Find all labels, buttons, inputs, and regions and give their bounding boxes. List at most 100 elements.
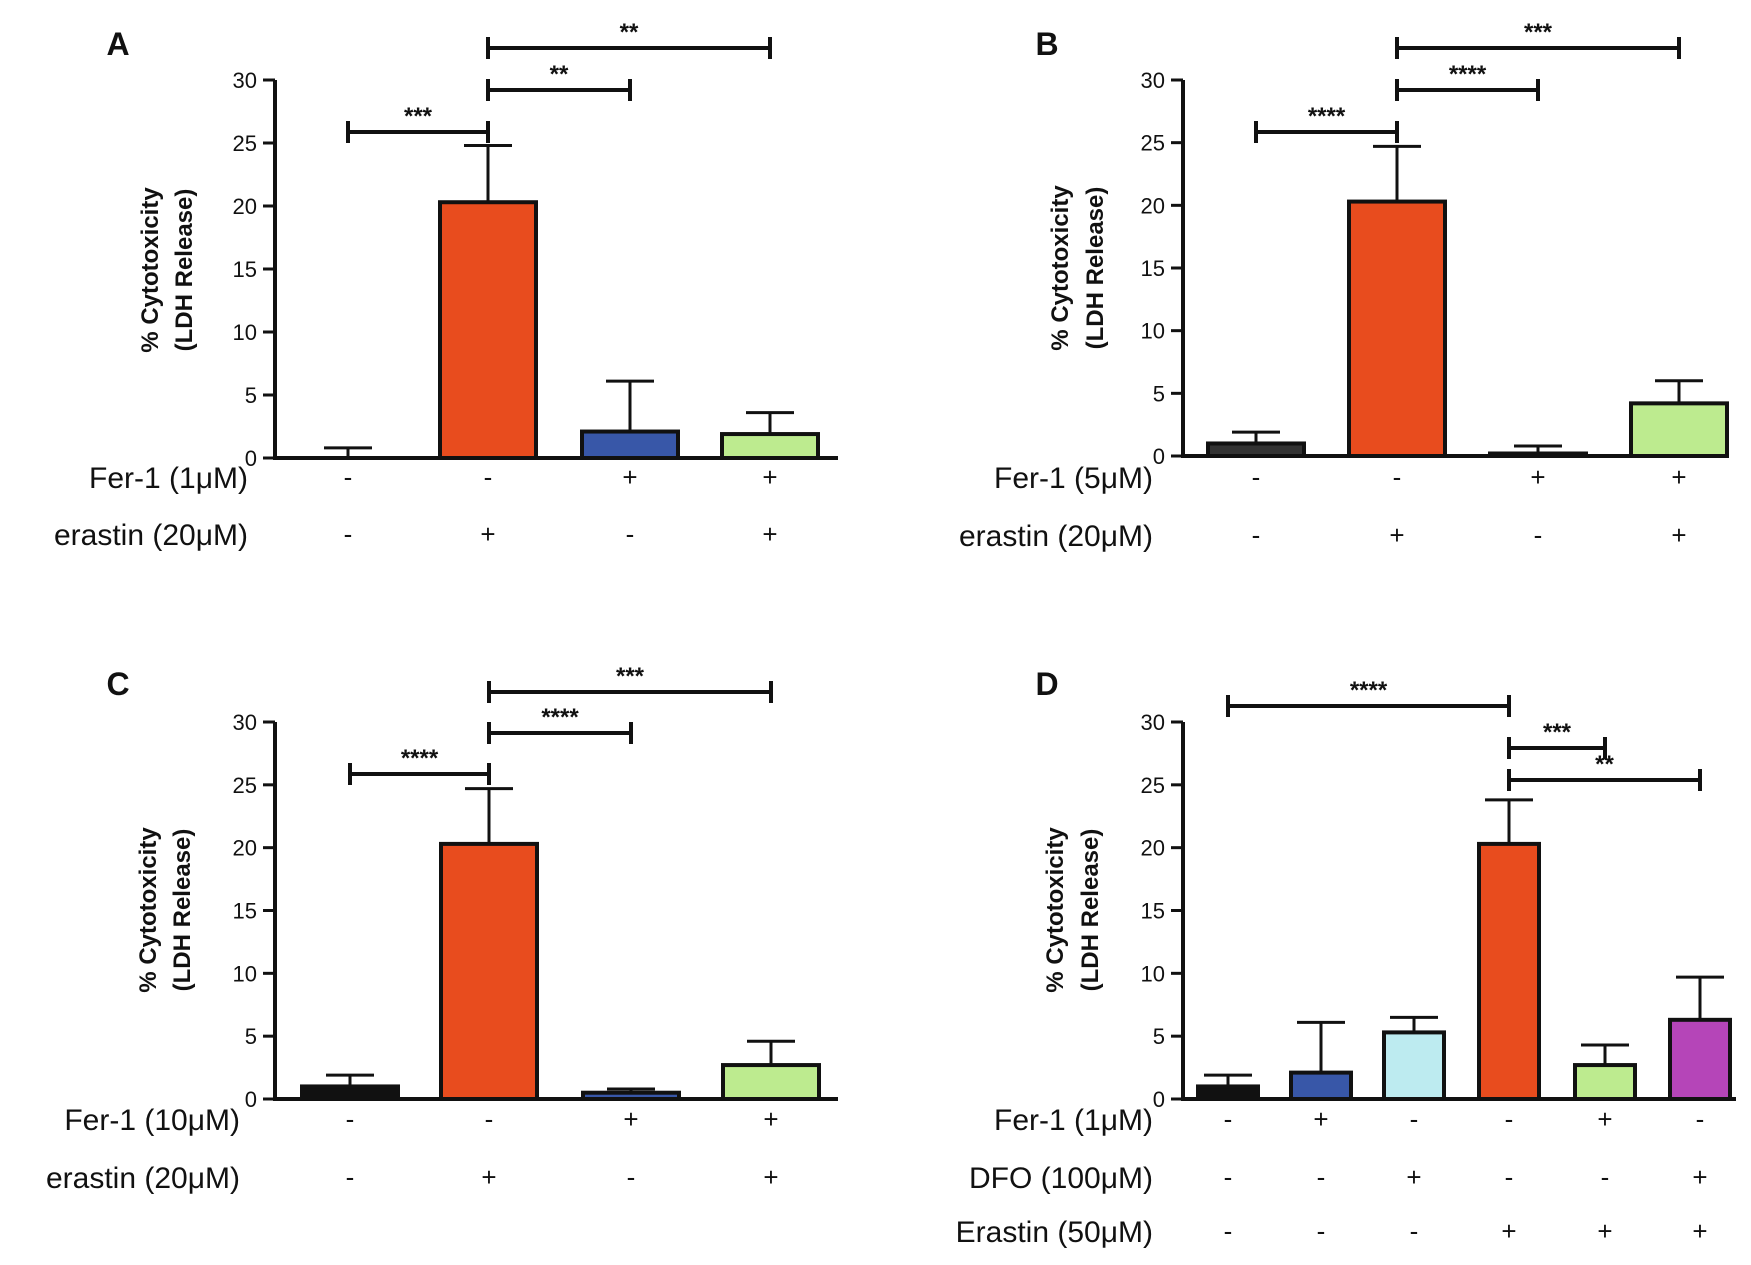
y-tick-label: 20: [233, 836, 257, 861]
condition-label: Fer-1 (1μM): [994, 1104, 1153, 1137]
y-tick-label: 10: [1141, 961, 1165, 986]
condition-label: Fer-1 (1μM): [89, 462, 248, 495]
panel-d: D 0 5 10 15 20 25 30 % Cytotoxicity (LDH Release)…: [956, 666, 1736, 1249]
condition-sign: +: [1501, 1216, 1516, 1246]
y-tick-label: 20: [233, 194, 257, 219]
y-tick-label: 30: [1141, 710, 1165, 735]
y-tick-label: 10: [233, 961, 257, 986]
y-axis-label: % Cytotoxicity: [1042, 827, 1069, 993]
y-tick-label: 5: [245, 383, 257, 408]
condition-sign: +: [480, 519, 495, 549]
y-tick-label: 0: [245, 1087, 257, 1112]
bar: [1347, 199, 1447, 458]
condition-sign: +: [1389, 520, 1404, 550]
bar: [721, 1063, 821, 1101]
bar: [300, 1084, 400, 1102]
y-axis-label: (LDH Release): [1082, 187, 1109, 350]
y-axis-label: (LDH Release): [171, 189, 198, 352]
y-tick-label: 5: [245, 1024, 257, 1049]
y-axis-label: % Cytotoxicity: [137, 187, 164, 353]
condition-sign: -: [346, 1162, 355, 1192]
bar: [1488, 451, 1588, 459]
condition-sign: +: [762, 519, 777, 549]
condition-sign: +: [481, 1162, 496, 1192]
bar: [581, 1090, 681, 1102]
bar: [438, 200, 538, 460]
condition-sign: -: [1410, 1216, 1419, 1246]
y-tick-label: 15: [233, 899, 257, 924]
condition-sign: +: [762, 462, 777, 492]
condition-sign: +: [1530, 462, 1545, 492]
significance-stars: ****: [401, 745, 439, 772]
significance-stars: ***: [404, 103, 433, 130]
significance-stars: ****: [1449, 61, 1487, 88]
condition-sign: -: [1601, 1162, 1610, 1192]
y-axis-label: (LDH Release): [169, 829, 196, 992]
condition-sign: +: [622, 462, 637, 492]
bar: [1289, 1070, 1353, 1101]
y-tick-label: 0: [1153, 444, 1165, 469]
condition-sign: +: [623, 1104, 638, 1134]
y-tick-label: 10: [1141, 319, 1165, 344]
condition-sign: -: [1505, 1162, 1514, 1192]
condition-sign: +: [1671, 462, 1686, 492]
condition-sign: -: [1224, 1216, 1233, 1246]
y-tick-label: 20: [1141, 193, 1165, 218]
y-tick-label: 15: [233, 257, 257, 282]
y-tick-label: 15: [1141, 899, 1165, 924]
bar: [1382, 1030, 1446, 1101]
panel-letter: D: [1035, 666, 1058, 702]
bar: [1196, 1084, 1260, 1102]
panel-letter: B: [1035, 26, 1058, 62]
bar: [1629, 401, 1729, 458]
condition-sign: -: [1317, 1162, 1326, 1192]
condition-label: Fer-1 (10μM): [64, 1104, 240, 1137]
y-tick-label: 0: [245, 446, 257, 471]
condition-sign: -: [1224, 1162, 1233, 1192]
panel-a: A 0 5 10 15 20 25 30 % Cytotoxicity (LDH Release)…: [54, 19, 838, 552]
y-tick-label: 30: [233, 68, 257, 93]
condition-sign: -: [627, 1162, 636, 1192]
condition-sign: -: [1505, 1104, 1514, 1134]
condition-sign: +: [1597, 1216, 1612, 1246]
y-axis-label: % Cytotoxicity: [135, 827, 162, 993]
significance-stars: ****: [1308, 103, 1346, 130]
significance-stars: **: [1595, 751, 1614, 778]
y-tick-label: 5: [1153, 381, 1165, 406]
bar: [1573, 1063, 1637, 1101]
condition-sign: +: [763, 1162, 778, 1192]
panel-letter: A: [106, 26, 129, 62]
panel-letter: C: [106, 666, 129, 702]
significance-stars: **: [620, 19, 639, 46]
panel-c: C 0 5 10 15 20 25 30 % Cytotoxicity (LDH Release)…: [46, 663, 838, 1195]
condition-label: erastin (20μM): [54, 519, 248, 552]
bar: [1477, 841, 1541, 1101]
y-tick-label: 20: [1141, 836, 1165, 861]
y-tick-label: 25: [233, 131, 257, 156]
significance-stars: **: [550, 61, 569, 88]
condition-sign: -: [1393, 462, 1402, 492]
y-tick-label: 0: [1153, 1087, 1165, 1112]
condition-sign: +: [1313, 1104, 1328, 1134]
y-axis-label: % Cytotoxicity: [1047, 185, 1074, 351]
condition-sign: -: [344, 462, 353, 492]
bar: [1206, 441, 1306, 459]
condition-label: DFO (100μM): [969, 1162, 1153, 1195]
condition-sign: -: [484, 462, 493, 492]
condition-sign: -: [1534, 520, 1543, 550]
y-tick-label: 5: [1153, 1024, 1165, 1049]
significance-stars: ***: [1543, 719, 1572, 746]
significance-stars: ****: [1350, 677, 1388, 704]
condition-sign: -: [344, 519, 353, 549]
y-tick-label: 25: [1141, 131, 1165, 156]
condition-sign: +: [1692, 1162, 1707, 1192]
panel-b: B 0 5 10 15 20 25 30 % Cytotoxicity (LDH Release)…: [959, 19, 1729, 553]
y-tick-label: 15: [1141, 256, 1165, 281]
significance-stars: ***: [616, 663, 645, 690]
bar: [439, 841, 539, 1101]
condition-sign: -: [1410, 1104, 1419, 1134]
y-tick-label: 30: [233, 710, 257, 735]
condition-sign: +: [1692, 1216, 1707, 1246]
condition-label: Fer-1 (5μM): [994, 462, 1153, 495]
